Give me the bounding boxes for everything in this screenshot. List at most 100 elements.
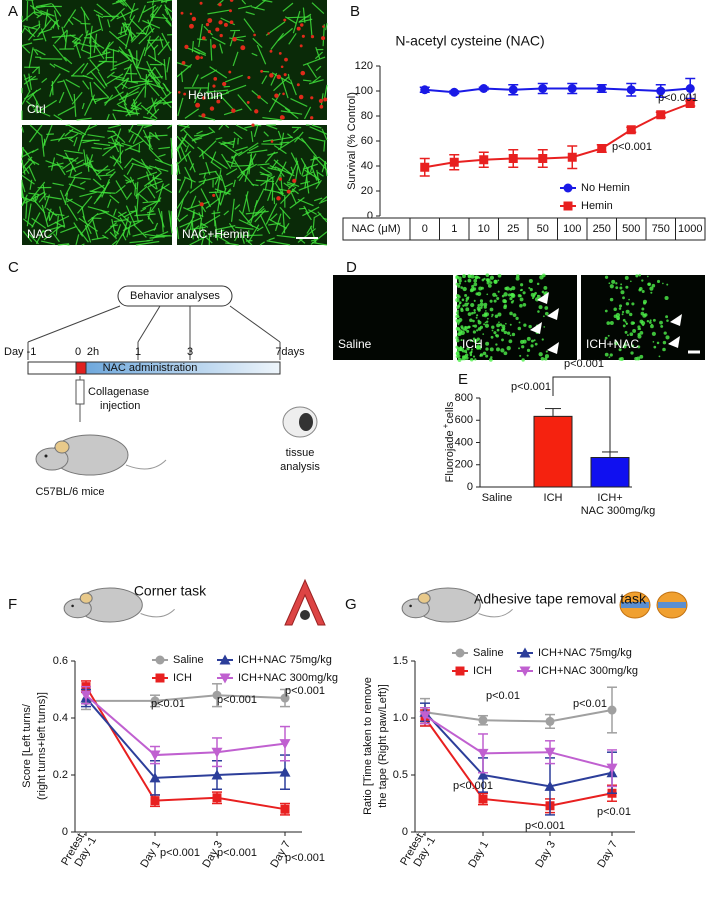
fluoro-cell [486, 320, 489, 323]
neurite [268, 237, 275, 241]
neurite [218, 124, 224, 131]
fluoro-cell [477, 304, 480, 307]
neurite [275, 161, 287, 183]
neurite [108, 124, 121, 129]
neurite [140, 158, 152, 176]
neurite [25, 100, 35, 108]
neurite [325, 23, 328, 31]
fluoro-cell [477, 327, 482, 331]
series-line [85, 686, 286, 811]
neurite [234, 35, 246, 39]
x-tick-label: 100 [563, 223, 581, 235]
fluoro-cell [482, 351, 487, 356]
cell-dot [253, 33, 256, 37]
mouse-tail [125, 459, 167, 470]
cell-dot [216, 99, 221, 104]
error-bar [602, 451, 618, 458]
neurite [257, 163, 270, 166]
injection-label: Collagenase [88, 386, 149, 398]
micrograph-texture [604, 273, 670, 361]
fluoro-cell [517, 326, 522, 331]
fluoro-cell [489, 307, 494, 312]
neurite [241, 0, 247, 5]
neurite [132, 233, 144, 237]
fluoro-cell [620, 290, 625, 295]
marker [211, 747, 223, 758]
cell-dot [296, 26, 301, 31]
neurite [280, 110, 303, 115]
neurite [244, 159, 252, 183]
cell-dot [281, 115, 285, 120]
neurite [306, 63, 317, 78]
fluoro-cell [497, 279, 500, 282]
neurite [307, 209, 317, 215]
legend-label: No Hemin [581, 182, 630, 194]
neurite [63, 9, 77, 29]
neurite [295, 165, 299, 181]
fluoro-cell [631, 344, 635, 348]
fluoro-cell [637, 332, 641, 336]
fluoro-cell [639, 331, 644, 335]
fluoro-cell [538, 305, 543, 310]
neurite [187, 153, 196, 173]
fluoro-cell [487, 283, 492, 288]
cell-dot [202, 96, 206, 100]
fluoro-cell [491, 315, 493, 318]
fluoro-cell [455, 275, 459, 278]
annotation: p<0.001 [285, 852, 325, 864]
fluoro-cell [469, 318, 473, 322]
neurite [208, 126, 216, 134]
neurite [36, 13, 43, 19]
fluoro-cell [608, 356, 611, 359]
fluoro-cell [458, 282, 462, 285]
neurite [210, 39, 213, 61]
neurite [152, 177, 162, 181]
neurite [147, 180, 163, 188]
cell-dot [181, 60, 186, 65]
neurite [280, 186, 297, 205]
fluoro-cell [455, 297, 460, 303]
neurite [124, 158, 133, 169]
neurite [50, 19, 60, 30]
neurite [262, 188, 284, 195]
fluoro-cell [484, 323, 490, 328]
neurite [211, 36, 226, 45]
fluoro-cell [460, 308, 464, 313]
cell-dot [201, 113, 206, 118]
neurite [309, 157, 316, 173]
neurite [83, 10, 87, 34]
neurite [232, 179, 236, 188]
neurite [117, 211, 132, 224]
x-tick-label: NAC 300mg/kg [581, 505, 656, 517]
neurite [54, 221, 66, 228]
marker [212, 793, 222, 803]
legend-label: ICH+NAC 75mg/kg [538, 647, 632, 659]
neurite [262, 116, 282, 121]
x-tick-label: 750 [652, 223, 670, 235]
neurite [91, 147, 103, 150]
cell-dot [282, 92, 285, 96]
neurite [123, 210, 137, 218]
neurite [36, 99, 57, 114]
neurite [150, 197, 162, 212]
neurite [147, 54, 166, 67]
fluoro-cell [501, 294, 505, 298]
chart-title: Adhesive tape removal task [474, 591, 647, 607]
fluoro-cell [465, 356, 469, 360]
annotation: p<0.001 [160, 847, 200, 859]
neurite [140, 207, 147, 212]
neurite [233, 131, 243, 140]
fluoro-cell [520, 283, 524, 287]
neurite [196, 130, 203, 135]
fluoro-cell [620, 283, 623, 286]
fluoro-cell [455, 319, 459, 323]
neurite [302, 163, 319, 170]
neurite [148, 73, 161, 85]
neurite [248, 145, 259, 152]
neurite [284, 107, 299, 120]
neurite [313, 173, 319, 181]
neurite [238, 219, 259, 230]
neurite [64, 30, 68, 49]
neurite [73, 93, 77, 117]
fluoro-cell [615, 286, 619, 290]
